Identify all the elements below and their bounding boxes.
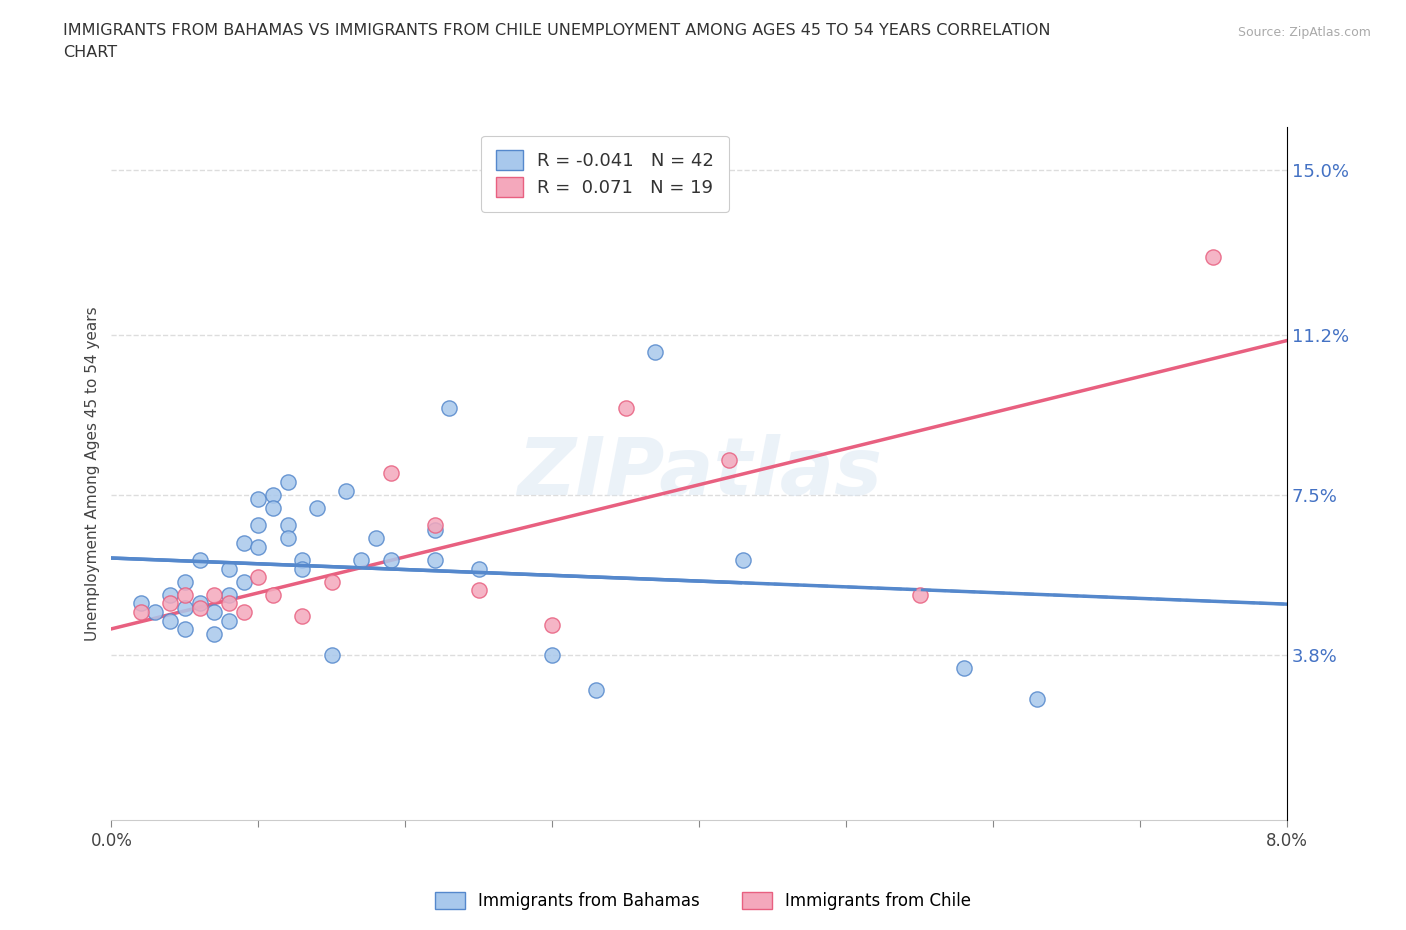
- Y-axis label: Unemployment Among Ages 45 to 54 years: Unemployment Among Ages 45 to 54 years: [86, 306, 100, 641]
- Point: [350, 552, 373, 567]
- Point: [247, 539, 270, 554]
- Point: [159, 613, 181, 628]
- Point: [335, 484, 357, 498]
- Legend: Immigrants from Bahamas, Immigrants from Chile: Immigrants from Bahamas, Immigrants from…: [429, 885, 977, 917]
- Point: [541, 648, 564, 663]
- Point: [423, 552, 446, 567]
- Point: [247, 492, 270, 507]
- Point: [380, 552, 402, 567]
- Point: [232, 604, 254, 619]
- Point: [202, 626, 225, 641]
- Point: [188, 600, 211, 615]
- Point: [129, 596, 152, 611]
- Point: [262, 500, 284, 515]
- Point: [364, 531, 387, 546]
- Point: [173, 574, 195, 589]
- Point: [952, 661, 974, 676]
- Point: [218, 587, 240, 602]
- Point: [908, 587, 931, 602]
- Point: [321, 648, 343, 663]
- Point: [321, 574, 343, 589]
- Point: [277, 474, 299, 489]
- Point: [1026, 691, 1049, 706]
- Point: [307, 500, 329, 515]
- Point: [218, 596, 240, 611]
- Point: [644, 344, 666, 359]
- Text: Source: ZipAtlas.com: Source: ZipAtlas.com: [1237, 26, 1371, 39]
- Point: [380, 466, 402, 481]
- Point: [467, 583, 489, 598]
- Point: [247, 518, 270, 533]
- Point: [262, 587, 284, 602]
- Point: [247, 570, 270, 585]
- Point: [188, 596, 211, 611]
- Point: [277, 518, 299, 533]
- Point: [218, 613, 240, 628]
- Point: [202, 604, 225, 619]
- Point: [467, 562, 489, 577]
- Point: [717, 453, 740, 468]
- Point: [1202, 249, 1225, 264]
- Point: [733, 552, 755, 567]
- Point: [291, 552, 314, 567]
- Point: [173, 587, 195, 602]
- Point: [173, 622, 195, 637]
- Point: [232, 536, 254, 551]
- Text: IMMIGRANTS FROM BAHAMAS VS IMMIGRANTS FROM CHILE UNEMPLOYMENT AMONG AGES 45 TO 5: IMMIGRANTS FROM BAHAMAS VS IMMIGRANTS FR…: [63, 23, 1050, 38]
- Point: [291, 562, 314, 577]
- Text: ZIPatlas: ZIPatlas: [516, 434, 882, 512]
- Point: [173, 600, 195, 615]
- Point: [159, 587, 181, 602]
- Point: [262, 487, 284, 502]
- Point: [423, 518, 446, 533]
- Point: [129, 604, 152, 619]
- Point: [541, 618, 564, 632]
- Point: [614, 401, 637, 416]
- Point: [232, 574, 254, 589]
- Point: [585, 683, 607, 698]
- Legend: R = -0.041   N = 42, R =  0.071   N = 19: R = -0.041 N = 42, R = 0.071 N = 19: [481, 136, 728, 211]
- Point: [423, 523, 446, 538]
- Point: [291, 609, 314, 624]
- Point: [439, 401, 461, 416]
- Point: [188, 552, 211, 567]
- Point: [145, 604, 167, 619]
- Point: [159, 596, 181, 611]
- Text: CHART: CHART: [63, 45, 117, 60]
- Point: [277, 531, 299, 546]
- Point: [218, 562, 240, 577]
- Point: [202, 587, 225, 602]
